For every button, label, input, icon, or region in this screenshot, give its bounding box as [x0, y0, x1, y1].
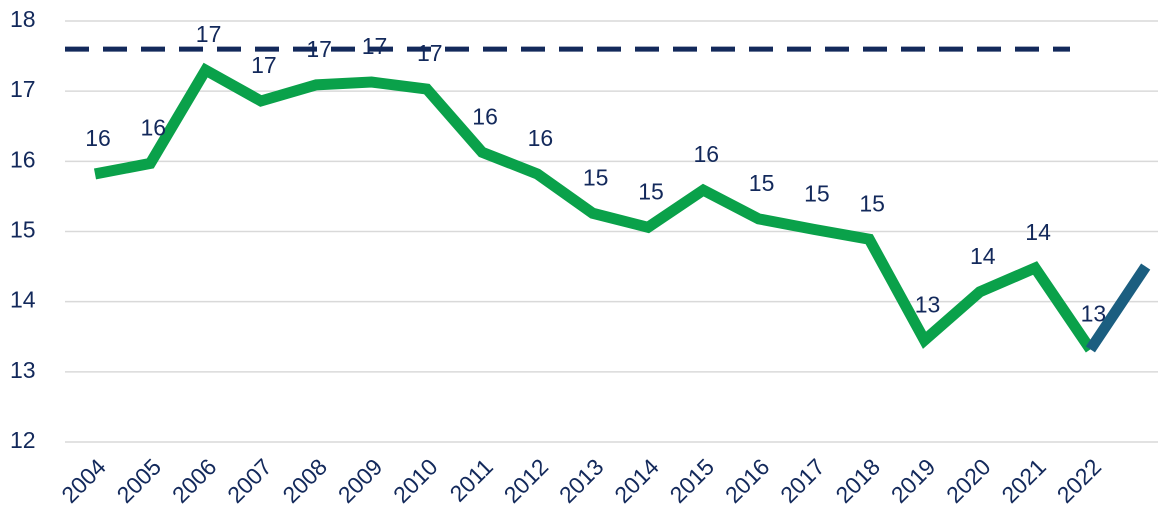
data-label: 16	[528, 125, 554, 151]
series-line	[93, 62, 1095, 353]
data-label: 16	[85, 125, 111, 151]
y-tick-label: 16	[10, 146, 36, 172]
data-label: 15	[583, 164, 609, 190]
data-label: 17	[362, 33, 388, 59]
data-label: 13	[1081, 300, 1107, 326]
data-label: 15	[749, 170, 775, 196]
x-tick-label: 2008	[277, 453, 332, 508]
x-tick-label: 2014	[609, 453, 664, 508]
y-tick-label: 17	[10, 76, 36, 102]
data-label: 16	[694, 141, 720, 167]
data-label: 15	[804, 180, 830, 206]
data-label: 17	[306, 36, 332, 62]
data-label: 15	[638, 178, 664, 204]
data-label: 15	[859, 190, 885, 216]
data-label: 17	[251, 52, 277, 78]
x-tick-label: 2012	[499, 453, 554, 508]
x-tick-label: 2017	[775, 453, 830, 508]
x-tick-label: 2013	[554, 453, 609, 508]
x-tick-label: 2006	[167, 453, 222, 508]
x-tick-label: 2021	[996, 453, 1051, 508]
y-tick-label: 13	[10, 357, 36, 383]
data-label: 14	[970, 243, 996, 269]
x-tick-label: 2005	[112, 453, 167, 508]
x-tick-label: 2015	[665, 453, 720, 508]
x-tick-label: 2007	[222, 453, 277, 508]
x-tick-label: 2009	[333, 453, 388, 508]
x-tick-label: 2018	[830, 453, 885, 508]
data-label: 14	[1025, 219, 1051, 245]
data-label: 13	[915, 291, 941, 317]
y-tick-label: 12	[10, 427, 36, 453]
x-tick-label: 2011	[445, 453, 498, 506]
series-line	[1085, 263, 1151, 353]
data-label: 16	[141, 115, 167, 141]
x-tick-label: 2016	[720, 453, 775, 508]
x-tick-label: 2010	[388, 453, 443, 508]
y-tick-label: 18	[10, 6, 36, 32]
x-tick-label: 2022	[1052, 453, 1107, 508]
x-tick-label: 2019	[886, 453, 941, 508]
x-tick-label: 2020	[941, 453, 996, 508]
y-tick-label: 15	[10, 217, 36, 243]
data-label: 16	[472, 103, 498, 129]
data-label: 17	[196, 21, 222, 47]
x-tick-label: 2004	[56, 453, 111, 508]
data-label: 17	[417, 40, 443, 66]
y-tick-label: 14	[10, 287, 36, 313]
